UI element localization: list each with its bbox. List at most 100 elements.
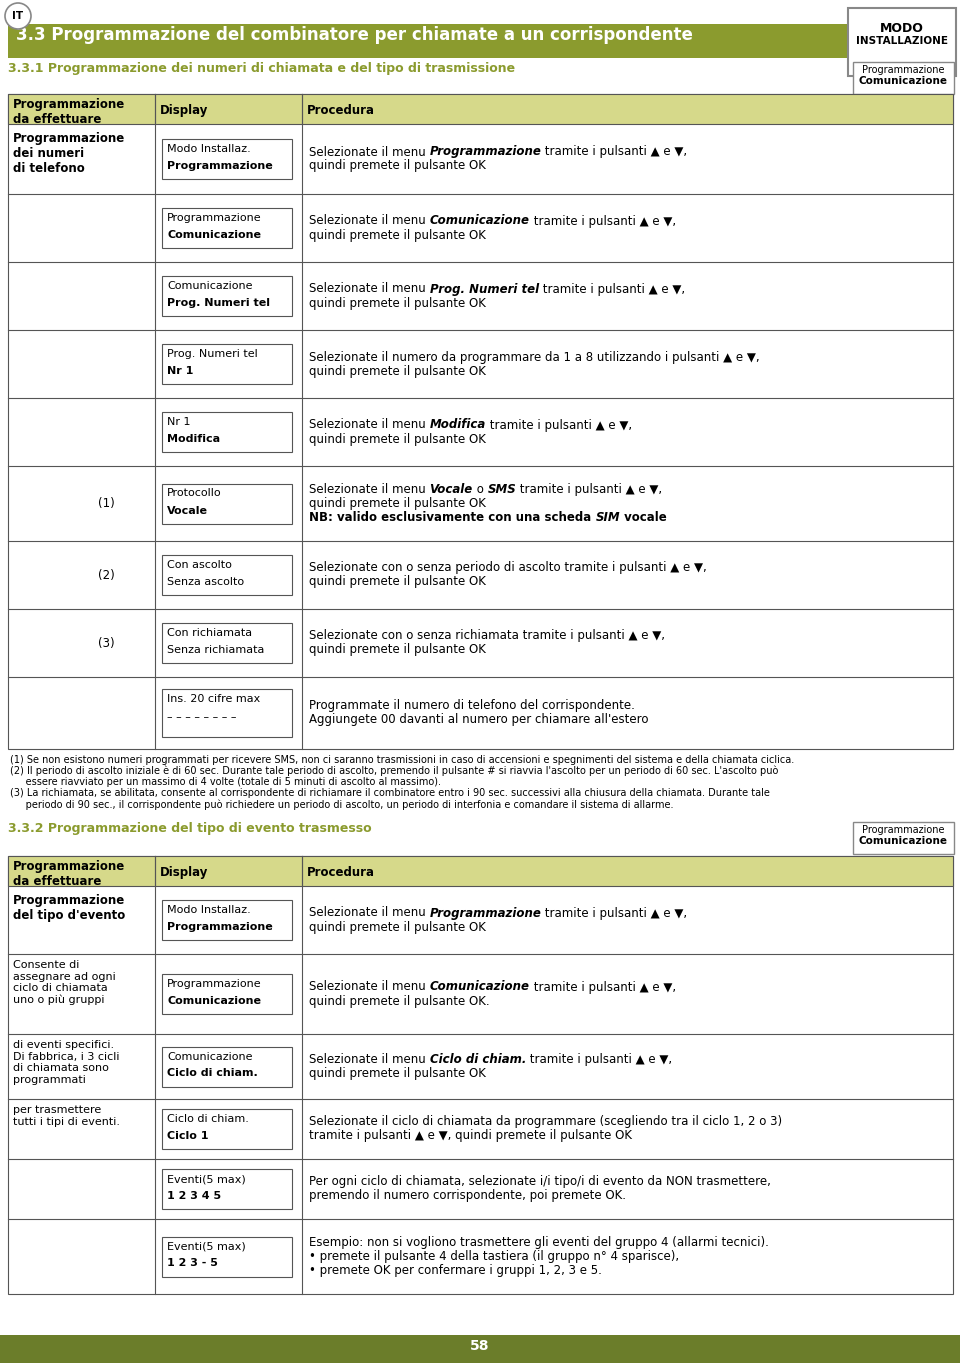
Bar: [162, 975, 292, 1014]
Text: Esempio: non si vogliono trasmettere gli eventi del gruppo 4 (allarmi tecnici).: Esempio: non si vogliono trasmettere gli…: [309, 1236, 769, 1249]
Text: Programmate il numero di telefono del corrispondente.: Programmate il numero di telefono del co…: [309, 699, 635, 713]
Text: essere riavviato per un massimo di 4 volte (totale di 5 minuti di ascolto al mas: essere riavviato per un massimo di 4 vol…: [10, 777, 441, 786]
Bar: [162, 1236, 292, 1277]
Text: Selezionate il ciclo di chiamata da programmare (scegliendo tra il ciclo 1, 2 o : Selezionate il ciclo di chiamata da prog…: [309, 1115, 782, 1129]
Text: quindi premete il pulsante OK: quindi premete il pulsante OK: [309, 159, 486, 173]
Text: IT: IT: [12, 11, 24, 20]
Text: (2): (2): [98, 568, 115, 582]
Text: Ciclo di chiam.: Ciclo di chiam.: [167, 1114, 249, 1124]
Bar: [848, 8, 956, 76]
Text: Con ascolto: Con ascolto: [167, 560, 232, 570]
Text: Ciclo di chiam.: Ciclo di chiam.: [167, 1069, 257, 1078]
Text: Nr 1: Nr 1: [167, 367, 193, 376]
Bar: [853, 822, 954, 855]
Text: Protocollo: Protocollo: [167, 488, 222, 499]
Text: tramite i pulsanti ▲ e ▼,: tramite i pulsanti ▲ e ▼,: [516, 483, 662, 496]
Text: Selezionate il menu: Selezionate il menu: [309, 282, 429, 296]
Text: • premete OK per confermare i gruppi 1, 2, 3 e 5.: • premete OK per confermare i gruppi 1, …: [309, 1264, 602, 1277]
Text: tramite i pulsanti ▲ e ▼,: tramite i pulsanti ▲ e ▼,: [541, 146, 687, 158]
Text: Ins. 20 cifre max: Ins. 20 cifre max: [167, 694, 260, 705]
Bar: [8, 94, 953, 750]
Text: 3.3 Programmazione del combinatore per chiamate a un corrispondente: 3.3 Programmazione del combinatore per c…: [16, 26, 693, 44]
Text: Selezionate con o senza richiamata tramite i pulsanti ▲ e ▼,: Selezionate con o senza richiamata trami…: [309, 630, 665, 642]
Bar: [162, 343, 292, 384]
Text: Prog. Numeri tel: Prog. Numeri tel: [167, 298, 270, 308]
Text: quindi premete il pulsante OK: quindi premete il pulsante OK: [309, 497, 486, 510]
Text: periodo di 90 sec., il corrispondente può richiedere un periodo di ascolto, un p: periodo di 90 sec., il corrispondente pu…: [10, 799, 674, 810]
Text: quindi premete il pulsante OK: quindi premete il pulsante OK: [309, 364, 486, 378]
Text: Programmazione: Programmazione: [167, 979, 262, 990]
Text: 3.3.1 Programmazione dei numeri di chiamata e del tipo di trasmissione: 3.3.1 Programmazione dei numeri di chiam…: [8, 61, 516, 75]
Bar: [162, 139, 292, 179]
Text: Modifica: Modifica: [167, 433, 220, 444]
Text: (3) La richiamata, se abilitata, consente al corrispondente di richiamare il com: (3) La richiamata, se abilitata, consent…: [10, 788, 770, 797]
Text: 1 2 3 - 5: 1 2 3 - 5: [167, 1258, 218, 1269]
Text: tramite i pulsanti ▲ e ▼,: tramite i pulsanti ▲ e ▼,: [539, 282, 684, 296]
Text: (1) Se non esistono numeri programmati per ricevere SMS, non ci saranno trasmiss: (1) Se non esistono numeri programmati p…: [10, 755, 794, 765]
Text: Comunicazione: Comunicazione: [858, 76, 948, 86]
Bar: [162, 275, 292, 316]
Bar: [162, 1109, 292, 1149]
Text: Programmazione
del tipo d'evento: Programmazione del tipo d'evento: [13, 894, 125, 921]
Bar: [162, 412, 292, 453]
Text: Con richiamata: Con richiamata: [167, 628, 252, 638]
Text: tramite i pulsanti ▲ e ▼, quindi premete il pulsante OK: tramite i pulsanti ▲ e ▼, quindi premete…: [309, 1130, 632, 1142]
Bar: [162, 690, 292, 737]
Text: tramite i pulsanti ▲ e ▼,: tramite i pulsanti ▲ e ▼,: [530, 214, 676, 228]
Text: Vocale: Vocale: [429, 483, 472, 496]
Text: Programmazione: Programmazione: [862, 65, 945, 75]
Bar: [8, 856, 953, 886]
Text: quindi premete il pulsante OK.: quindi premete il pulsante OK.: [309, 995, 490, 1007]
Text: Selezionate il menu: Selezionate il menu: [309, 418, 429, 432]
Text: Programmazione: Programmazione: [429, 906, 541, 920]
Text: quindi premete il pulsante OK: quindi premete il pulsante OK: [309, 920, 486, 934]
Text: per trasmettere
tutti i tipi di eventi.: per trasmettere tutti i tipi di eventi.: [13, 1105, 120, 1127]
Text: tramite i pulsanti ▲ e ▼,: tramite i pulsanti ▲ e ▼,: [526, 1054, 672, 1066]
Bar: [162, 555, 292, 596]
Text: Programmazione
da effettuare: Programmazione da effettuare: [13, 860, 125, 889]
Text: Comunicazione: Comunicazione: [167, 996, 261, 1006]
Text: 58: 58: [470, 1338, 490, 1353]
Text: Comunicazione: Comunicazione: [858, 836, 948, 846]
Text: Procedura: Procedura: [307, 866, 375, 879]
Text: Consente di
assegnare ad ogni
ciclo di chiamata
uno o più gruppi: Consente di assegnare ad ogni ciclo di c…: [13, 960, 116, 1006]
Text: Procedura: Procedura: [307, 104, 375, 117]
Bar: [8, 856, 953, 1293]
Text: Eventi(5 max): Eventi(5 max): [167, 1174, 246, 1184]
Text: quindi premete il pulsante OK: quindi premete il pulsante OK: [309, 1067, 486, 1079]
Text: Prog. Numeri tel: Prog. Numeri tel: [429, 282, 539, 296]
Text: Ciclo 1: Ciclo 1: [167, 1131, 208, 1141]
Text: SIM: SIM: [595, 511, 620, 523]
Text: SMS: SMS: [488, 483, 516, 496]
Text: Senza ascolto: Senza ascolto: [167, 577, 244, 587]
Text: Comunicazione: Comunicazione: [429, 214, 530, 228]
Bar: [162, 484, 292, 523]
Text: MODO: MODO: [880, 22, 924, 35]
Text: Eventi(5 max): Eventi(5 max): [167, 1242, 246, 1251]
Bar: [162, 1047, 292, 1086]
Text: quindi premete il pulsante OK: quindi premete il pulsante OK: [309, 297, 486, 309]
Text: – – – – – – – –: – – – – – – – –: [167, 711, 236, 722]
Text: Per ogni ciclo di chiamata, selezionate i/i tipo/i di evento da NON trasmettere,: Per ogni ciclo di chiamata, selezionate …: [309, 1175, 771, 1189]
Text: Modo Installaz.: Modo Installaz.: [167, 905, 251, 915]
Text: quindi premete il pulsante OK: quindi premete il pulsante OK: [309, 575, 486, 589]
Text: Selezionate con o senza periodo di ascolto tramite i pulsanti ▲ e ▼,: Selezionate con o senza periodo di ascol…: [309, 562, 707, 574]
Bar: [162, 209, 292, 248]
Text: Modifica: Modifica: [429, 418, 486, 432]
Bar: [0, 1334, 960, 1363]
Text: Selezionate il menu: Selezionate il menu: [309, 146, 429, 158]
Text: (2) Il periodo di ascolto iniziale è di 60 sec. Durante tale periodo di ascolto,: (2) Il periodo di ascolto iniziale è di …: [10, 766, 779, 777]
Text: Selezionate il menu: Selezionate il menu: [309, 980, 429, 994]
Text: quindi premete il pulsante OK: quindi premete il pulsante OK: [309, 432, 486, 446]
Text: Programmazione: Programmazione: [429, 146, 541, 158]
Text: INSTALLAZIONE: INSTALLAZIONE: [856, 35, 948, 46]
Text: Selezionate il menu: Selezionate il menu: [309, 214, 429, 228]
Text: Senza richiamata: Senza richiamata: [167, 645, 264, 656]
Text: 3.3.2 Programmazione del tipo di evento trasmesso: 3.3.2 Programmazione del tipo di evento …: [8, 822, 372, 836]
Bar: [162, 900, 292, 940]
Text: Programmazione
dei numeri
di telefono: Programmazione dei numeri di telefono: [13, 132, 125, 174]
Text: quindi premete il pulsante OK: quindi premete il pulsante OK: [309, 643, 486, 657]
Text: Programmazione: Programmazione: [167, 161, 273, 170]
Text: Modo Installaz.: Modo Installaz.: [167, 144, 251, 154]
Text: tramite i pulsanti ▲ e ▼,: tramite i pulsanti ▲ e ▼,: [530, 980, 676, 994]
